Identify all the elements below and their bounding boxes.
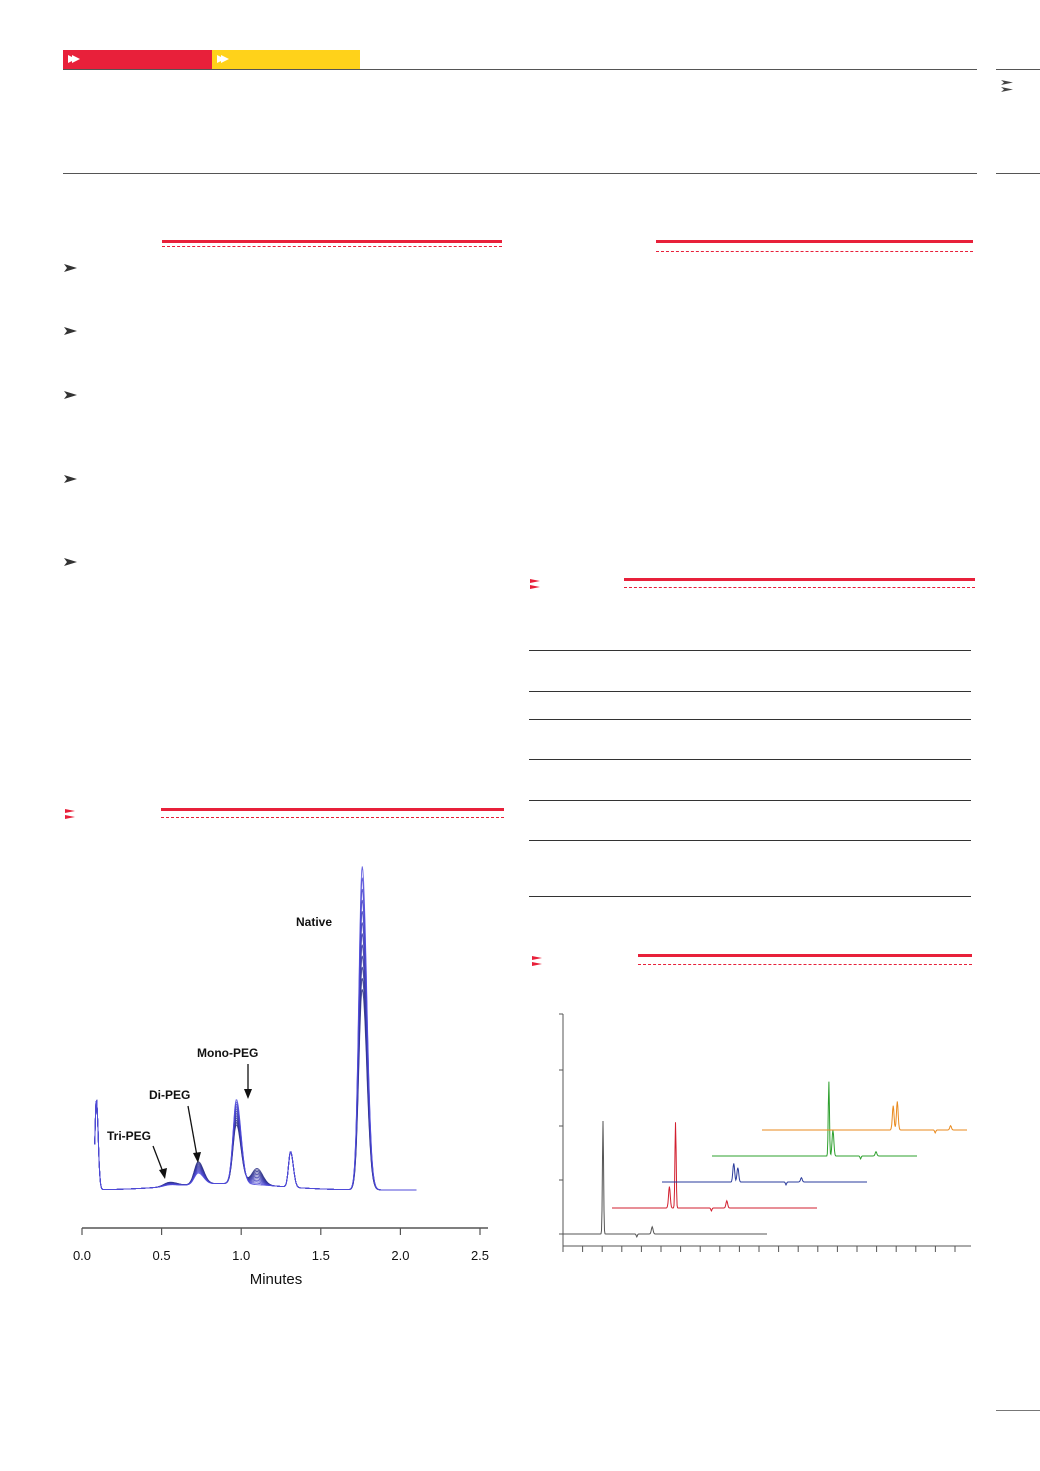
x-axis-label: Minutes	[250, 1271, 303, 1288]
stacked-trace	[712, 1081, 917, 1161]
annotation-mono-peg: Mono-PEG	[197, 1046, 258, 1060]
bullet-chevron-icon	[64, 558, 77, 566]
stacked-trace	[662, 1163, 867, 1187]
chevron-right-icon	[217, 55, 229, 63]
stacked-chromatogram-chart	[559, 1013, 971, 1252]
header-tab-yellow	[212, 50, 360, 69]
arrow-tri-peg	[152, 1145, 164, 1173]
bullet-chevron-icon	[64, 327, 77, 335]
figure-marker-icon	[65, 809, 75, 819]
stacked-traces	[562, 1081, 967, 1239]
annotation-tri-peg: Tri-PEG	[107, 1129, 151, 1143]
figure1-section-dash	[161, 817, 504, 818]
left-section-dash	[162, 246, 502, 247]
table-rule	[529, 691, 971, 692]
x-tick-label: 0.5	[153, 1248, 171, 1263]
x-tick-label: 2.0	[391, 1248, 409, 1263]
annotation-di-peg: Di-PEG	[149, 1088, 190, 1102]
x-tick-label: 2.5	[471, 1248, 489, 1263]
bullet-chevron-icon	[64, 264, 77, 272]
stacked-trace	[562, 1120, 767, 1239]
bullet-chevron-icon	[64, 391, 77, 399]
margin-chevron-icon	[1001, 80, 1013, 92]
chromatogram-chart: 0.0 0.5 1.0 1.5 2.0 2.5 Minutes Native Mono-P…	[73, 866, 489, 1288]
table-rule	[529, 650, 971, 651]
table-section-dash	[624, 587, 975, 588]
arrowhead-tri-peg	[159, 1168, 167, 1179]
figure2-section-dash	[638, 964, 972, 965]
header-bottom-rule	[63, 173, 977, 174]
table-section-rule	[624, 578, 975, 581]
arrowhead-di-peg	[193, 1152, 201, 1163]
x-axis-ticks	[81, 1228, 481, 1235]
figure2-section-rule	[638, 954, 972, 957]
arrow-di-peg	[187, 1105, 198, 1157]
x-axis-tick-labels: 0.0 0.5 1.0 1.5 2.0 2.5	[73, 1248, 489, 1263]
bullet-chevron-icon	[64, 475, 77, 483]
table-rule	[529, 719, 971, 720]
stacked-trace	[762, 1101, 967, 1135]
x-axis-ticks	[562, 1246, 956, 1252]
y-axis-ticks	[559, 1013, 563, 1235]
left-section-rule	[162, 240, 502, 243]
table-rule	[529, 800, 971, 801]
table-rule	[529, 896, 971, 897]
figure-marker-icon	[532, 956, 542, 966]
x-tick-label: 0.0	[73, 1248, 91, 1263]
right-section-rule	[656, 240, 973, 243]
x-tick-label: 1.0	[232, 1248, 250, 1263]
header-tab-red	[63, 50, 212, 69]
margin-rule-top	[996, 69, 1040, 70]
chromatogram-traces	[94, 866, 417, 1191]
arrowhead-mono-peg	[244, 1089, 252, 1099]
annotation-native: Native	[296, 915, 332, 929]
header-top-rule	[63, 69, 977, 70]
chromatogram-trace	[94, 866, 417, 1191]
figure1-section-rule	[161, 808, 504, 811]
table-marker-icon	[530, 579, 540, 589]
table-rule	[529, 759, 971, 760]
x-tick-label: 1.5	[312, 1248, 330, 1263]
right-section-dash	[656, 251, 973, 252]
chevron-right-icon	[68, 55, 80, 63]
margin-rule-bottom	[996, 1410, 1040, 1411]
stacked-trace	[612, 1122, 817, 1213]
margin-rule-mid	[996, 173, 1040, 174]
table-rule	[529, 840, 971, 841]
